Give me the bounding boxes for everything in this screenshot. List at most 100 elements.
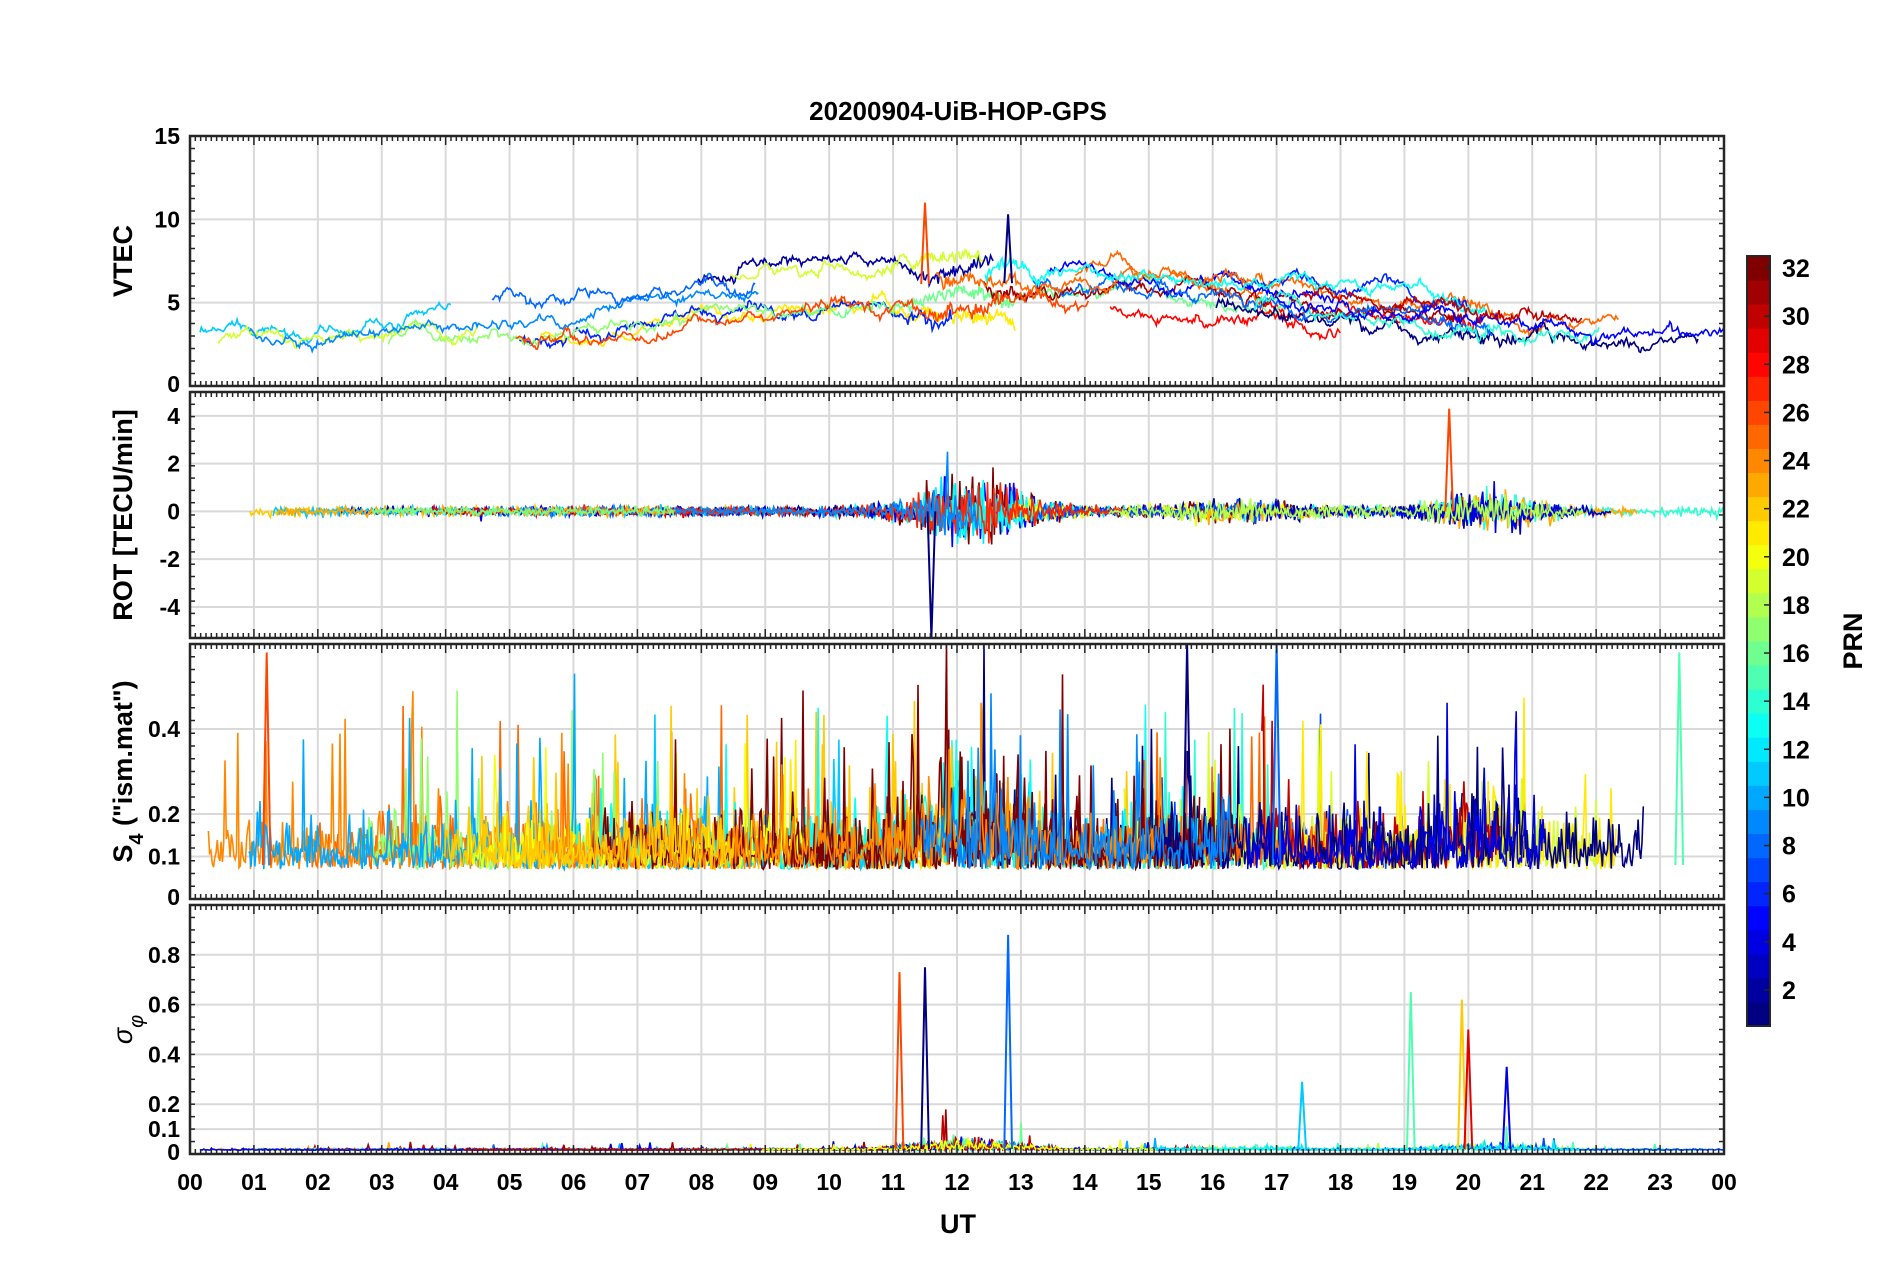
rot-y-tick-label: 4: [167, 403, 180, 429]
sigma_phi-peak-mark: [1406, 992, 1416, 1150]
s4-series-prn-9: [919, 693, 1235, 871]
colorbar-level: [1747, 472, 1770, 498]
colorbar-level: [1747, 496, 1770, 522]
sigma_phi-peak-mark: [1463, 1029, 1474, 1150]
rot-y-ticks: [190, 391, 1724, 639]
sigma_phi-peak-mark: [1297, 1081, 1307, 1150]
rot-series-prn-16: [371, 504, 675, 518]
vtec-series-prn-9: [248, 288, 759, 354]
vtec-series-prn-11: [199, 300, 452, 344]
x-tick-label: 22: [1583, 1169, 1609, 1195]
colorbar-level: [1747, 857, 1770, 883]
x-tick-label: 05: [497, 1169, 523, 1195]
colorbar-level: [1747, 352, 1770, 377]
colorbar-tick-label: 4: [1782, 929, 1796, 957]
s4-panel: 0 0.1 0.2 0.4S4 ("ism.mat"): [108, 642, 1726, 910]
rot-series-prn-9: [516, 451, 979, 537]
colorbar-level: [1747, 400, 1770, 425]
vtec-series-prn-25: [935, 265, 1264, 296]
sigma_phi-y-tick-label: 0.1: [148, 1116, 180, 1142]
s4-peak-mark: [1674, 652, 1685, 866]
colorbar-level: [1747, 737, 1770, 762]
x-tick-label: 07: [625, 1169, 651, 1195]
x-tick-label: 13: [1008, 1169, 1034, 1195]
vtec-series-prn-14: [1253, 289, 1600, 348]
vtec-y-ticks: [190, 135, 1724, 387]
colorbar-tick-label: 28: [1782, 351, 1810, 379]
colorbar-level: [1747, 905, 1770, 931]
sigma_phi-x-ticks: [189, 905, 1725, 1154]
x-tick-label: 18: [1328, 1169, 1354, 1195]
colorbar-level: [1747, 881, 1770, 907]
vtec-series-prn-30: [1301, 285, 1583, 324]
sigma_phi-y-tick-label: 0.8: [148, 942, 180, 968]
s4-series-prn-4: [1246, 702, 1546, 870]
vtec-series-prn-19: [729, 248, 983, 282]
colorbar-level: [1747, 568, 1770, 594]
sigma_phi-y-tick-label: 0: [167, 1139, 180, 1165]
colorbar-level: [1747, 977, 1770, 1003]
colorbar-level: [1747, 761, 1770, 786]
colorbar-tick-label: 12: [1782, 736, 1810, 764]
sigma_phi-peak-mark: [894, 972, 905, 1150]
vtec-y-tick-label: 15: [154, 123, 180, 149]
vtec-y-tick-label: 5: [167, 290, 180, 316]
colorbar-level: [1747, 448, 1770, 474]
colorbar-tick-label: 20: [1782, 544, 1810, 572]
rot-peak-mark: [1444, 408, 1454, 512]
vtec-x-ticks: [189, 136, 1725, 386]
x-tick-label: 12: [944, 1169, 970, 1195]
x-tick-label: 00: [177, 1169, 203, 1195]
x-tick-label: 10: [816, 1169, 842, 1195]
rot-x-ticks: [189, 392, 1725, 638]
colorbar-tick-label: 22: [1782, 496, 1810, 524]
s4-y-axis-label: S4 ("ism.mat"): [108, 680, 148, 862]
sigma_phi-grid: [190, 905, 1724, 1154]
x-tick-label: 16: [1200, 1169, 1226, 1195]
sigma_phi-y-tick-label: 0.2: [148, 1091, 180, 1117]
vtec-series-prn-5: [1274, 296, 1724, 346]
colorbar-level: [1747, 953, 1770, 979]
s4-peak-mark: [261, 652, 272, 866]
colorbar-level: [1747, 616, 1770, 642]
s4-y-ticks: [190, 643, 1724, 900]
x-tick-label: 14: [1072, 1169, 1098, 1195]
s4-y-tick-label: 0.4: [148, 716, 180, 742]
vtec-panel: 0 5 10 15 VTEC: [108, 123, 1726, 397]
vtec-y-axis-label: VTEC: [108, 225, 138, 297]
x-tick-label: 21: [1519, 1169, 1545, 1195]
colorbar-level: [1747, 328, 1770, 353]
colorbar-level: [1747, 665, 1770, 690]
x-tick-label: 17: [1264, 1169, 1290, 1195]
sigma_phi-peak-mark: [1501, 1066, 1512, 1150]
colorbar-level: [1747, 713, 1770, 738]
colorbar-level: [1747, 256, 1770, 281]
s4-y-tick-label: 0.2: [148, 801, 180, 827]
colorbar-level: [1747, 520, 1770, 546]
rot-series-prn-18: [1108, 494, 1584, 528]
vtec-series-prn-13: [984, 255, 1489, 316]
rot-traces: [249, 408, 1724, 638]
x-tick-labels: 00 01 02 03 04 05 06 07 08 09 10 11 12 13 14 15 16 17 18 19…: [177, 1169, 1737, 1195]
vtec-series-prn-28: [1109, 305, 1341, 342]
colorbar-level: [1747, 280, 1770, 305]
s4-series-prn-22: [442, 705, 735, 871]
x-tick-label: 20: [1456, 1169, 1482, 1195]
vtec-y-tick-label: 10: [154, 206, 180, 232]
colorbar-level: [1747, 376, 1770, 401]
colorbar-tick-label: 14: [1782, 688, 1810, 716]
colorbar-level: [1747, 544, 1770, 570]
s4-peak-mark: [1271, 644, 1282, 866]
vtec-traces: [199, 202, 1724, 354]
rot-y-tick-label: -2: [160, 546, 180, 572]
colorbar-tick-label: 10: [1782, 784, 1810, 812]
x-tick-label: 08: [689, 1169, 715, 1195]
colorbar-tick-label: 16: [1782, 640, 1810, 668]
vtec-series-prn-6: [519, 297, 953, 350]
colorbar-level: [1747, 785, 1770, 810]
vtec-series-prn-26: [515, 288, 1090, 350]
colorbar-level: [1747, 424, 1770, 449]
colorbar-tick-label: 26: [1782, 399, 1810, 427]
